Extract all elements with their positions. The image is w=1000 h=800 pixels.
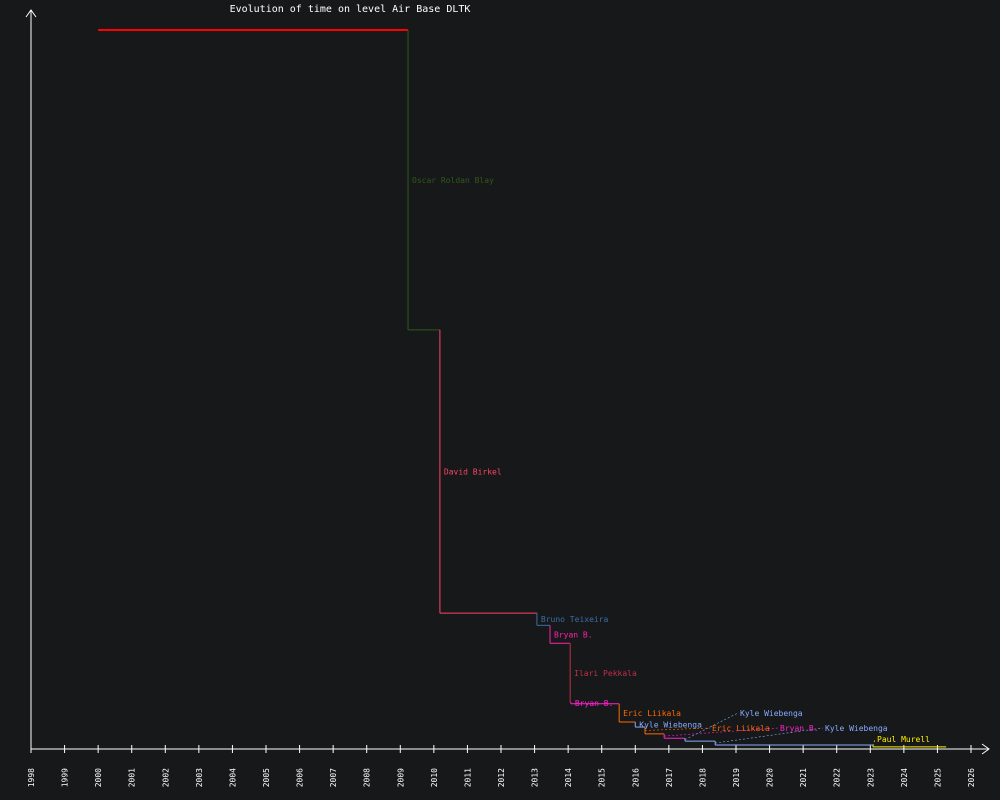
x-tick-label: 2015 xyxy=(598,768,607,787)
x-tick-label: 2011 xyxy=(463,768,472,787)
x-tick-label: 1998 xyxy=(27,768,36,787)
record-holder-label: Kyle Wiebenga xyxy=(740,709,803,718)
y-axis-arrow xyxy=(25,9,37,18)
chart-title: Evolution of time on level Air Base DLTK xyxy=(230,4,471,15)
record-holder-label: Paul Murell xyxy=(877,735,930,744)
x-tick-label: 2004 xyxy=(228,768,237,787)
x-tick-label: 2020 xyxy=(766,768,775,787)
x-tick-label: 2001 xyxy=(128,768,137,787)
x-tick-label: 2007 xyxy=(329,768,338,787)
x-tick-label: 2008 xyxy=(363,768,372,787)
x-tick-label: 1999 xyxy=(61,768,70,787)
label-leader-line xyxy=(664,727,779,737)
x-tick-label: 2021 xyxy=(799,768,808,787)
record-holder-label: Bruno Teixeira xyxy=(541,615,609,624)
x-tick-label: 2000 xyxy=(94,768,103,787)
x-tick-label: 2025 xyxy=(933,768,942,787)
x-tick-label: 2012 xyxy=(497,768,506,787)
label-leader-line xyxy=(645,727,711,731)
x-tick-label: 2019 xyxy=(732,768,741,787)
record-holder-label: Eric Liikala xyxy=(712,724,770,733)
record-holder-label: Bryan B. xyxy=(554,630,593,639)
x-tick-label: 2003 xyxy=(195,768,204,787)
x-tick-label: 2016 xyxy=(631,768,640,787)
x-tick-label: 2024 xyxy=(900,768,909,787)
x-tick-label: 2006 xyxy=(296,768,305,787)
x-tick-label: 2018 xyxy=(698,768,707,787)
x-tick-label: 2026 xyxy=(967,768,976,787)
record-holder-label: Bryan B. xyxy=(780,724,819,733)
record-holder-label: Ilari Pekkala xyxy=(574,669,637,678)
record-holder-label: Kyle Wiebenga xyxy=(825,724,888,733)
record-holder-label: Eric Liikala xyxy=(623,709,681,718)
x-tick-label: 2005 xyxy=(262,768,271,787)
record-holder-label: Oscar Roldan Blay xyxy=(412,176,494,185)
x-tick-label: 2010 xyxy=(430,768,439,787)
label-leader-line xyxy=(872,738,876,747)
x-tick-label: 2017 xyxy=(665,768,674,787)
x-tick-label: 2002 xyxy=(161,768,170,787)
x-tick-label: 2013 xyxy=(531,768,540,787)
x-axis-arrow xyxy=(981,743,990,755)
x-tick-label: 2023 xyxy=(866,768,875,787)
label-leader-line xyxy=(684,712,739,740)
record-holder-label: Bryan B. xyxy=(575,699,614,708)
x-tick-label: 2009 xyxy=(396,768,405,787)
record-holder-label: David Birkel xyxy=(444,467,502,476)
x-tick-label: 2014 xyxy=(564,768,573,787)
record-holder-label: Kyle Wiebenga xyxy=(639,721,702,730)
x-tick-label: 2022 xyxy=(833,768,842,787)
